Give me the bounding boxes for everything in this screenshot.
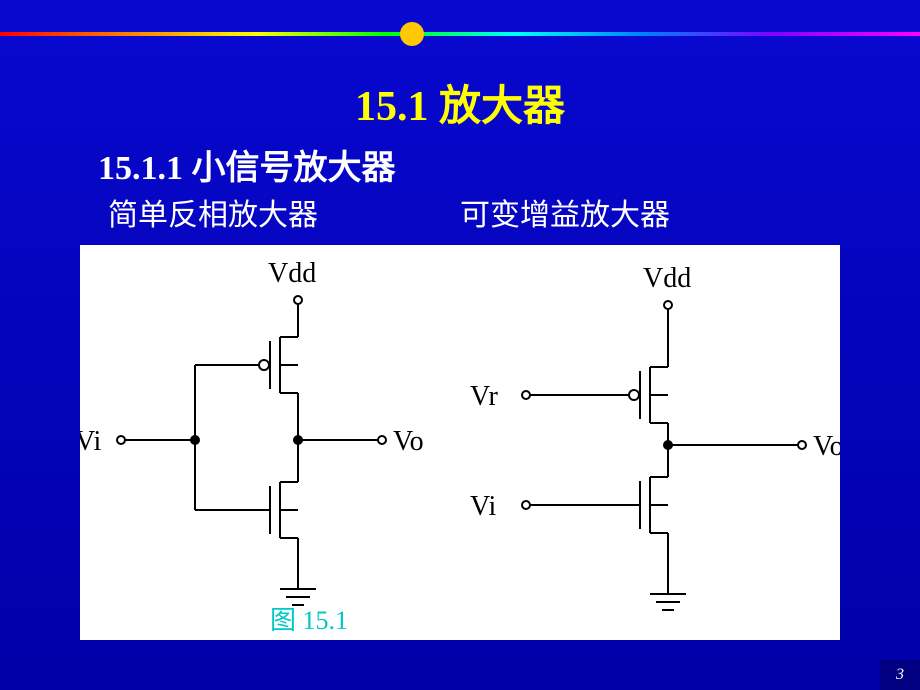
svg-text:Vi: Vi — [470, 491, 497, 522]
svg-text:Vdd: Vdd — [268, 258, 316, 289]
svg-text:Vi: Vi — [80, 426, 102, 457]
circuit2: Vdd Vr Vi Vo — [470, 263, 840, 610]
subsection-title: 15.1.1 小信号放大器 — [98, 140, 396, 189]
circuit-diagram-box: Vdd Vo Vi Vdd Vr Vi Vo — [80, 245, 840, 640]
svg-text:Vo: Vo — [813, 431, 840, 462]
figure-caption: 图 15.1 — [270, 600, 348, 637]
circuit2-label: 可变增益放大器 — [460, 190, 670, 234]
svg-text:Vdd: Vdd — [643, 263, 691, 294]
svg-text:Vo: Vo — [393, 426, 424, 457]
page-number: 3 — [880, 660, 920, 690]
circuits-svg: Vdd Vo Vi Vdd Vr Vi Vo — [80, 245, 840, 640]
rainbow-divider — [0, 32, 920, 36]
circuit1-label: 简单反相放大器 — [108, 190, 318, 234]
divider-dot — [400, 22, 424, 46]
circuit1: Vdd Vo Vi — [80, 258, 424, 605]
svg-text:Vr: Vr — [470, 381, 499, 412]
section-title: 15.1 放大器 — [0, 72, 920, 133]
